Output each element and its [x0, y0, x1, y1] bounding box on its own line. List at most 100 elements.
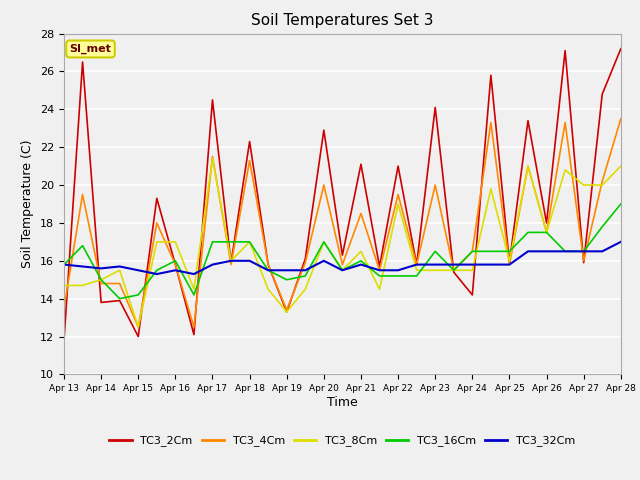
TC3_8Cm — [153, 239, 161, 245]
TC3_32Cm — [468, 262, 476, 267]
TC3_2Cm — [209, 97, 216, 103]
TC3_4Cm — [116, 281, 124, 287]
Line: TC3_8Cm: TC3_8Cm — [64, 158, 621, 327]
TC3_4Cm — [190, 324, 198, 330]
TC3_8Cm — [227, 258, 235, 264]
TC3_16Cm — [246, 239, 253, 245]
TC3_8Cm — [116, 267, 124, 273]
TC3_2Cm — [320, 127, 328, 133]
TC3_2Cm — [97, 300, 105, 305]
TC3_8Cm — [246, 239, 253, 245]
TC3_32Cm — [598, 249, 606, 254]
TC3_16Cm — [320, 239, 328, 245]
TC3_2Cm — [79, 59, 86, 65]
TC3_8Cm — [209, 156, 216, 161]
TC3_16Cm — [227, 239, 235, 245]
TC3_8Cm — [134, 324, 142, 330]
TC3_4Cm — [543, 229, 550, 235]
TC3_2Cm — [598, 91, 606, 97]
TC3_8Cm — [506, 258, 513, 264]
TC3_4Cm — [227, 262, 235, 267]
TC3_8Cm — [172, 239, 179, 245]
TC3_2Cm — [301, 256, 309, 262]
TC3_16Cm — [79, 243, 86, 249]
TC3_2Cm — [60, 337, 68, 343]
TC3_2Cm — [394, 163, 402, 169]
TC3_2Cm — [172, 262, 179, 267]
TC3_16Cm — [506, 249, 513, 254]
TC3_16Cm — [209, 239, 216, 245]
TC3_8Cm — [450, 267, 458, 273]
TC3_4Cm — [580, 258, 588, 264]
TC3_2Cm — [153, 195, 161, 201]
TC3_4Cm — [97, 281, 105, 287]
TC3_32Cm — [487, 262, 495, 267]
TC3_4Cm — [246, 157, 253, 163]
TC3_2Cm — [450, 269, 458, 275]
TC3_2Cm — [524, 118, 532, 123]
TC3_4Cm — [617, 116, 625, 121]
TC3_16Cm — [580, 249, 588, 254]
TC3_16Cm — [617, 201, 625, 207]
TC3_8Cm — [60, 283, 68, 288]
TC3_32Cm — [172, 267, 179, 273]
TC3_8Cm — [283, 309, 291, 315]
TC3_8Cm — [264, 286, 272, 292]
TC3_4Cm — [394, 192, 402, 197]
TC3_32Cm — [134, 267, 142, 273]
TC3_2Cm — [580, 260, 588, 265]
TC3_2Cm — [190, 332, 198, 337]
TC3_4Cm — [598, 179, 606, 184]
TC3_32Cm — [580, 249, 588, 254]
TC3_4Cm — [468, 249, 476, 254]
TC3_2Cm — [227, 260, 235, 265]
TC3_32Cm — [209, 262, 216, 267]
TC3_8Cm — [339, 267, 346, 273]
TC3_8Cm — [301, 286, 309, 292]
TC3_8Cm — [357, 249, 365, 254]
TC3_8Cm — [487, 186, 495, 192]
TC3_32Cm — [506, 262, 513, 267]
Legend: TC3_2Cm, TC3_4Cm, TC3_8Cm, TC3_16Cm, TC3_32Cm: TC3_2Cm, TC3_4Cm, TC3_8Cm, TC3_16Cm, TC3… — [105, 431, 580, 451]
TC3_4Cm — [487, 120, 495, 125]
TC3_16Cm — [598, 224, 606, 229]
TC3_16Cm — [134, 292, 142, 298]
TC3_32Cm — [339, 267, 346, 273]
TC3_2Cm — [431, 105, 439, 110]
TC3_4Cm — [506, 262, 513, 267]
TC3_8Cm — [617, 163, 625, 169]
TC3_4Cm — [376, 267, 383, 273]
TC3_16Cm — [190, 292, 198, 298]
TC3_16Cm — [339, 267, 346, 273]
TC3_32Cm — [116, 264, 124, 269]
TC3_16Cm — [413, 273, 420, 279]
TC3_8Cm — [320, 239, 328, 245]
TC3_8Cm — [598, 182, 606, 188]
TC3_8Cm — [376, 286, 383, 292]
TC3_8Cm — [580, 182, 588, 188]
TC3_4Cm — [450, 267, 458, 273]
TC3_32Cm — [357, 262, 365, 267]
TC3_2Cm — [413, 262, 420, 267]
TC3_32Cm — [543, 249, 550, 254]
TC3_32Cm — [283, 267, 291, 273]
TC3_16Cm — [543, 229, 550, 235]
Text: SI_met: SI_met — [70, 44, 111, 54]
TC3_16Cm — [97, 277, 105, 283]
TC3_2Cm — [506, 260, 513, 265]
TC3_16Cm — [60, 262, 68, 267]
TC3_2Cm — [283, 309, 291, 315]
TC3_32Cm — [264, 267, 272, 273]
TC3_2Cm — [561, 48, 569, 53]
TC3_32Cm — [617, 239, 625, 245]
TC3_4Cm — [561, 120, 569, 125]
TC3_2Cm — [116, 298, 124, 303]
TC3_4Cm — [357, 211, 365, 216]
TC3_16Cm — [487, 249, 495, 254]
TC3_4Cm — [209, 154, 216, 159]
TC3_32Cm — [413, 262, 420, 267]
TC3_16Cm — [524, 229, 532, 235]
TC3_2Cm — [543, 220, 550, 226]
TC3_16Cm — [394, 273, 402, 279]
TC3_32Cm — [246, 258, 253, 264]
